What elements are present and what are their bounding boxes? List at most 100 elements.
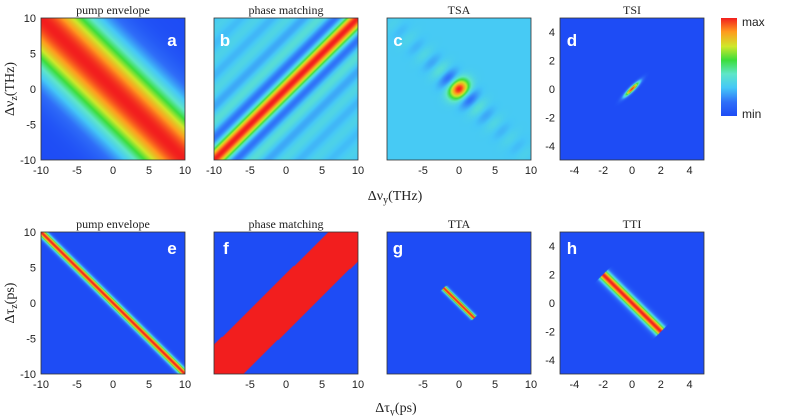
panel-f: phase matching f (213, 217, 359, 375)
heatmap-a (41, 18, 185, 160)
heatmap-e (41, 232, 185, 374)
panel-d-label: d (567, 31, 577, 50)
y-tick-d: 0 (549, 84, 555, 96)
x-tick-g: 0 (456, 379, 462, 391)
panel-g: TTA g (386, 217, 532, 375)
x-tick-f: 0 (283, 379, 289, 391)
y-tick-e: -5 (26, 334, 36, 346)
x-tick-c: 5 (492, 165, 498, 177)
y-tick-a: 0 (30, 84, 36, 96)
panel-h-label: h (567, 239, 577, 258)
x-tick-e: 5 (146, 379, 152, 391)
row1-x-axis-label: Δνy(THz) (368, 189, 423, 206)
x-tick-b: 5 (319, 165, 325, 177)
x-tick-d: 2 (658, 165, 664, 177)
panel-b-frame (213, 17, 359, 161)
panel-d: TSI d (559, 3, 705, 161)
x-tick-h: 0 (629, 379, 635, 391)
x-tick-d: 0 (629, 165, 635, 177)
y-tick-a: -5 (26, 120, 36, 132)
panel-c-label: c (393, 31, 402, 50)
x-tick-c: -5 (418, 165, 428, 177)
x-tick-g: 10 (525, 379, 537, 391)
x-tick-a: -5 (72, 165, 82, 177)
heatmap-b (214, 18, 358, 160)
panel-a-title: pump envelope (76, 3, 150, 17)
x-tick-a: 5 (146, 165, 152, 177)
panel-f-frame (213, 231, 359, 375)
x-tick-e: -10 (33, 379, 49, 391)
panel-d-frame (559, 17, 705, 161)
x-tick-f: 10 (352, 379, 364, 391)
heatmap-c (387, 18, 531, 160)
y-tick-h: -4 (545, 355, 555, 367)
x-tick-f: -5 (245, 379, 255, 391)
x-tick-h: 2 (658, 379, 664, 391)
row1-y-axis-label: Δνz(THz) (3, 62, 20, 116)
x-tick-g: 5 (492, 379, 498, 391)
x-tick-h: 4 (687, 379, 693, 391)
x-tick-d: -2 (598, 165, 608, 177)
heatmap-d (560, 18, 704, 160)
x-tick-b: 10 (352, 165, 364, 177)
panel-a: pump envelope a (40, 3, 186, 161)
x-tick-d: -4 (570, 165, 580, 177)
x-tick-d: 4 (687, 165, 693, 177)
panel-e-title: pump envelope (76, 217, 150, 231)
panel-a-label: a (167, 31, 177, 50)
x-tick-h: -4 (570, 379, 580, 391)
x-tick-c: 10 (525, 165, 537, 177)
x-tick-g: -5 (418, 379, 428, 391)
panel-d-title: TSI (623, 3, 641, 17)
x-tick-a: -10 (33, 165, 49, 177)
y-tick-a: 5 (30, 49, 36, 61)
y-tick-a: -10 (20, 155, 36, 167)
y-tick-d: -2 (545, 112, 555, 124)
y-tick-d: 2 (549, 56, 555, 68)
y-tick-e: -10 (20, 369, 36, 381)
panel-c-frame (386, 17, 532, 161)
panel-a-frame (40, 17, 186, 161)
panel-h: TTI h (559, 217, 705, 375)
panel-e-frame (40, 231, 186, 375)
y-tick-d: 4 (549, 27, 555, 39)
x-tick-b: 0 (283, 165, 289, 177)
row2-y-axis-label: Δτz(ps) (3, 282, 20, 323)
x-tick-a: 0 (110, 165, 116, 177)
x-tick-f: 5 (319, 379, 325, 391)
y-tick-h: -2 (545, 326, 555, 338)
panel-g-label: g (393, 239, 403, 258)
colorbar-gradient (721, 18, 737, 116)
x-tick-b: -5 (245, 165, 255, 177)
x-tick-a: 10 (179, 165, 191, 177)
row2-x-axis-label: Δτy(ps) (375, 401, 417, 416)
panel-c: TSA c (386, 3, 532, 161)
panel-f-label: f (223, 239, 229, 258)
panel-f-title: phase matching (249, 217, 324, 231)
x-tick-c: 0 (456, 165, 462, 177)
heatmap-h (560, 232, 704, 374)
panel-c-title: TSA (448, 3, 471, 17)
panel-b: phase matching b (213, 3, 359, 161)
panel-e-label: e (167, 239, 176, 258)
colorbar-min-label: min (742, 107, 761, 121)
colorbar-max-label: max (742, 15, 765, 29)
y-tick-e: 0 (30, 298, 36, 310)
y-tick-h: 2 (549, 270, 555, 282)
x-tick-e: 10 (179, 379, 191, 391)
x-tick-b: -10 (206, 165, 222, 177)
y-tick-a: 10 (24, 13, 36, 25)
panel-b-title: phase matching (249, 3, 324, 17)
y-tick-e: 5 (30, 263, 36, 275)
y-tick-h: 4 (549, 241, 555, 253)
panel-g-frame (386, 231, 532, 375)
panel-e: pump envelope e (40, 217, 186, 375)
y-tick-e: 10 (24, 227, 36, 239)
panel-h-frame (559, 231, 705, 375)
x-tick-e: 0 (110, 379, 116, 391)
heatmap-f (214, 232, 358, 374)
colorbar: max min (721, 15, 765, 121)
y-tick-d: -4 (545, 141, 555, 153)
